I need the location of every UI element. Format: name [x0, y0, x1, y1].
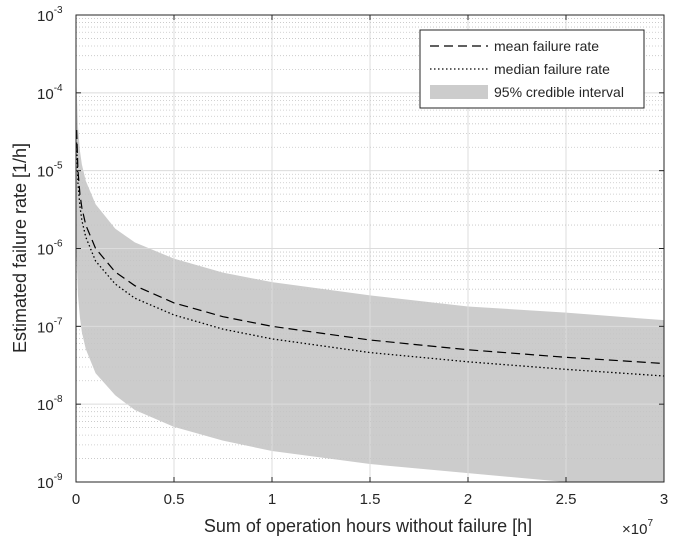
legend-label: median failure rate [494, 61, 610, 77]
x-tick-label: 2.5 [556, 491, 577, 508]
y-tick-label: 10-7 [37, 316, 63, 336]
y-tick-label: 10-4 [37, 83, 63, 103]
legend-swatch-band [430, 85, 488, 99]
mean-failure-rate-line [76, 129, 664, 365]
x-tick-label: 3 [660, 491, 668, 508]
median-failure-rate-line [76, 142, 664, 377]
x-tick-label: 2 [464, 491, 472, 508]
y-tick-label: 10-9 [37, 472, 63, 492]
x-tick-label: 1 [268, 491, 276, 508]
y-tick-label: 10-6 [37, 239, 63, 259]
y-tick-label: 10-8 [37, 394, 63, 414]
legend-label: mean failure rate [494, 38, 599, 54]
credible-interval-band [76, 85, 664, 482]
x-tick-label: 0 [72, 491, 80, 508]
y-tick-label: 10-5 [37, 161, 63, 181]
x-tick-label: 0.5 [164, 491, 185, 508]
legend-label: 95% credible interval [494, 84, 624, 100]
x-tick-label: 1.5 [360, 491, 381, 508]
legend: mean failure rate median failure rate 95% … [419, 29, 645, 109]
y-tick-label: 10-3 [37, 5, 63, 25]
y-axis-label: Estimated failure rate [1/h] [10, 143, 30, 353]
x-multiplier-label: ×107 [622, 518, 653, 538]
x-axis-label: Sum of operation hours without failure [… [204, 516, 532, 536]
